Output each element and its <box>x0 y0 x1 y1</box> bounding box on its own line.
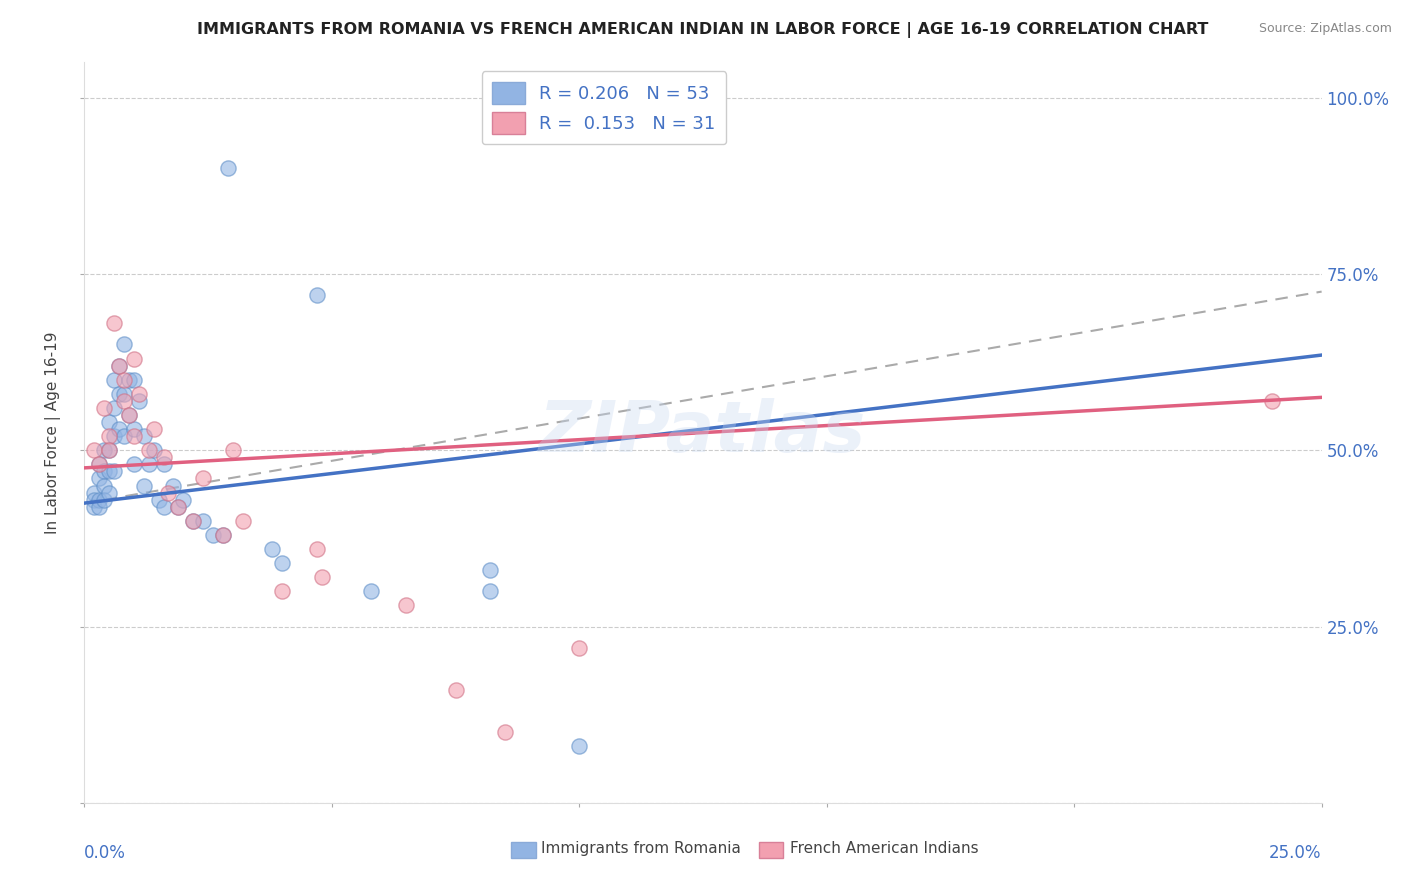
Point <box>1261 393 1284 408</box>
Point <box>89 492 111 507</box>
Point <box>112 373 135 387</box>
Point <box>181 514 204 528</box>
Point <box>83 485 105 500</box>
Point <box>103 429 125 443</box>
Point <box>89 500 111 514</box>
Point <box>122 422 145 436</box>
Point <box>89 471 111 485</box>
Text: French American Indians: French American Indians <box>790 841 979 856</box>
Point <box>148 492 170 507</box>
Point <box>118 408 141 422</box>
Point <box>118 408 141 422</box>
Point <box>132 429 155 443</box>
Point <box>108 359 131 373</box>
Point <box>103 373 125 387</box>
Text: Source: ZipAtlas.com: Source: ZipAtlas.com <box>1258 22 1392 36</box>
Point <box>112 429 135 443</box>
Point <box>222 443 245 458</box>
Point <box>152 500 174 514</box>
Point <box>83 443 105 458</box>
Point <box>167 500 190 514</box>
Point <box>98 464 121 478</box>
Point <box>118 373 141 387</box>
Point <box>157 485 180 500</box>
Legend: R = 0.206   N = 53, R =  0.153   N = 31: R = 0.206 N = 53, R = 0.153 N = 31 <box>482 71 727 145</box>
Point <box>568 640 591 655</box>
Point <box>93 443 115 458</box>
Point <box>494 725 516 739</box>
Point <box>305 541 328 556</box>
Point <box>271 556 294 570</box>
Point <box>122 429 145 443</box>
Point <box>305 288 328 302</box>
Point <box>112 393 135 408</box>
Point <box>142 422 165 436</box>
Point <box>181 514 204 528</box>
Point <box>103 464 125 478</box>
Point <box>479 563 502 577</box>
FancyBboxPatch shape <box>512 842 536 858</box>
FancyBboxPatch shape <box>759 842 783 858</box>
Text: IMMIGRANTS FROM ROMANIA VS FRENCH AMERICAN INDIAN IN LABOR FORCE | AGE 16-19 COR: IMMIGRANTS FROM ROMANIA VS FRENCH AMERIC… <box>197 22 1209 38</box>
Point <box>360 584 382 599</box>
Point <box>271 584 294 599</box>
Point <box>98 429 121 443</box>
Point <box>172 492 194 507</box>
Point <box>93 464 115 478</box>
Point <box>93 401 115 415</box>
Y-axis label: In Labor Force | Age 16-19: In Labor Force | Age 16-19 <box>45 331 62 534</box>
Point <box>128 393 150 408</box>
Point <box>122 458 145 472</box>
Point <box>167 500 190 514</box>
Point <box>98 443 121 458</box>
Text: Immigrants from Romania: Immigrants from Romania <box>541 841 741 856</box>
Point <box>98 443 121 458</box>
Point <box>112 337 135 351</box>
Point <box>98 415 121 429</box>
Point <box>112 387 135 401</box>
Point <box>311 570 333 584</box>
Point <box>232 514 254 528</box>
Point <box>122 373 145 387</box>
Text: ZIPatlas: ZIPatlas <box>540 398 866 467</box>
Point <box>98 485 121 500</box>
Point <box>108 359 131 373</box>
Point <box>132 478 155 492</box>
Point <box>152 458 174 472</box>
Point <box>108 422 131 436</box>
Point <box>83 492 105 507</box>
Point <box>568 739 591 754</box>
Point <box>444 683 467 698</box>
Point <box>122 351 145 366</box>
Point <box>479 584 502 599</box>
Point <box>217 161 239 176</box>
Point <box>191 514 214 528</box>
Point <box>262 541 284 556</box>
Point <box>108 387 131 401</box>
Point <box>142 443 165 458</box>
Point <box>128 387 150 401</box>
Point <box>395 599 418 613</box>
Point <box>89 458 111 472</box>
Point <box>103 316 125 330</box>
Point <box>93 478 115 492</box>
Point <box>93 492 115 507</box>
Text: 0.0%: 0.0% <box>84 844 127 862</box>
Point <box>138 443 160 458</box>
Point <box>89 458 111 472</box>
Point <box>138 458 160 472</box>
Point <box>202 528 225 542</box>
Point <box>103 401 125 415</box>
Point <box>212 528 235 542</box>
Text: 25.0%: 25.0% <box>1270 844 1322 862</box>
Point <box>212 528 235 542</box>
Point <box>83 500 105 514</box>
Point <box>191 471 214 485</box>
Point <box>162 478 184 492</box>
Point <box>152 450 174 465</box>
